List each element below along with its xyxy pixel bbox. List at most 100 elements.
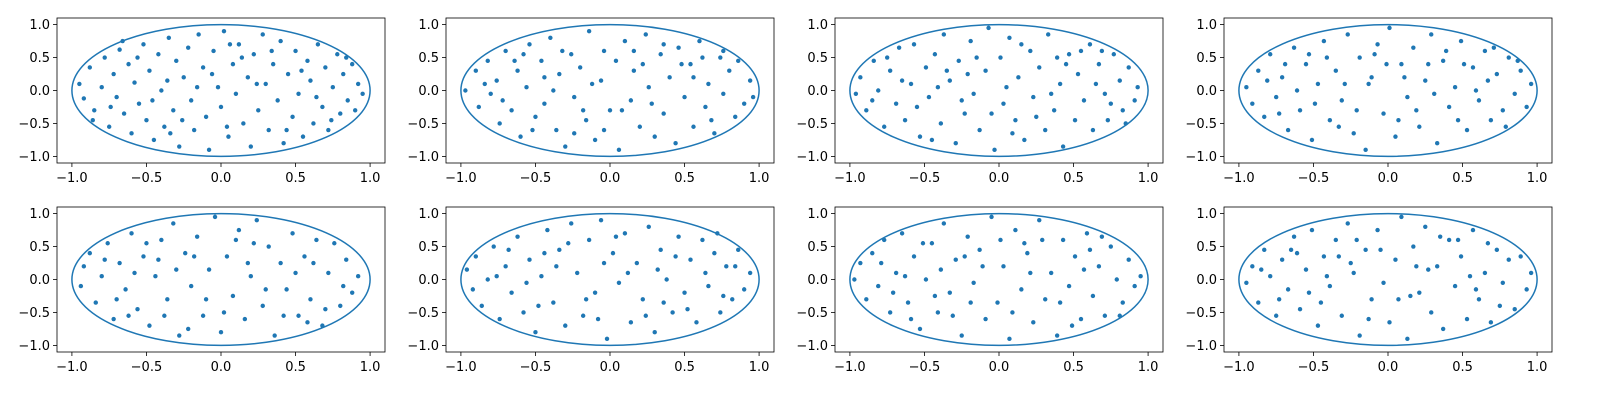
scatter-point bbox=[221, 310, 227, 315]
scatter-point bbox=[1132, 283, 1137, 289]
scatter-point bbox=[1306, 290, 1312, 295]
scatter-point bbox=[613, 58, 619, 64]
scatter-point bbox=[1500, 108, 1506, 113]
scatter-point bbox=[646, 224, 651, 229]
scatter-point bbox=[1357, 55, 1362, 60]
scatter-point bbox=[1090, 127, 1096, 133]
scatter-point bbox=[1099, 234, 1105, 239]
scatter-point bbox=[1528, 270, 1534, 276]
scatter-point bbox=[595, 316, 601, 322]
scatter-points bbox=[463, 28, 756, 153]
scatter-point bbox=[141, 254, 146, 259]
scatter-point bbox=[305, 320, 310, 325]
scatter-point bbox=[533, 114, 538, 120]
scatter-point bbox=[1111, 52, 1117, 57]
scatter-point bbox=[290, 231, 295, 236]
scatter-point bbox=[1046, 32, 1051, 37]
scatter-point bbox=[92, 108, 97, 113]
scatter-point bbox=[1276, 297, 1282, 302]
scatter-point bbox=[494, 78, 499, 83]
scatter-point bbox=[203, 297, 209, 302]
y-tick-label: −0.5 bbox=[407, 306, 439, 321]
x-tick-label: −1.0 bbox=[445, 171, 477, 186]
scatter-point bbox=[1303, 267, 1309, 272]
scatter-point bbox=[1408, 293, 1413, 299]
scatter-point bbox=[1321, 254, 1327, 259]
scatter-point bbox=[200, 65, 206, 70]
scatter-point bbox=[941, 32, 947, 37]
scatter-point bbox=[1273, 94, 1279, 100]
scatter-point bbox=[1342, 81, 1347, 87]
axes-frame bbox=[56, 206, 386, 353]
y-tick-label: 0.5 bbox=[807, 240, 828, 255]
scatter-point bbox=[589, 81, 595, 87]
scatter-point bbox=[941, 221, 947, 226]
scatter-point bbox=[266, 244, 271, 249]
scatter-point bbox=[1345, 32, 1350, 37]
y-tick-label: −0.5 bbox=[796, 117, 828, 132]
scatter-point bbox=[551, 88, 556, 93]
scatter-point bbox=[637, 124, 643, 129]
scatter-point bbox=[99, 274, 104, 279]
scatter-point bbox=[1473, 287, 1479, 292]
scatter-point bbox=[908, 316, 914, 322]
scatter-point bbox=[998, 237, 1003, 243]
scatter-point bbox=[1069, 323, 1075, 328]
scatter-point bbox=[1417, 290, 1422, 295]
scatter-point bbox=[1288, 247, 1294, 253]
scatter-point bbox=[485, 58, 490, 64]
scatter-point bbox=[281, 313, 286, 318]
y-tick-label: −1.0 bbox=[796, 339, 828, 354]
scatter-point bbox=[1072, 254, 1078, 259]
x-tick-label: −0.5 bbox=[909, 360, 941, 375]
scatter-point bbox=[548, 35, 553, 40]
scatter-point bbox=[1366, 316, 1371, 322]
scatter-point bbox=[191, 127, 197, 133]
scatter-point bbox=[619, 108, 625, 113]
x-tick-label: 0.5 bbox=[1452, 360, 1473, 375]
x-tick-label: −1.0 bbox=[1223, 171, 1255, 186]
scatter-point bbox=[93, 300, 98, 305]
scatter-point bbox=[296, 313, 301, 318]
scatter-point bbox=[1452, 85, 1458, 90]
scatter-point bbox=[871, 58, 876, 64]
scatter-point bbox=[1105, 117, 1111, 123]
scatter-point bbox=[338, 303, 343, 309]
scatter-point bbox=[1309, 227, 1315, 233]
scatter-point bbox=[494, 274, 499, 279]
scatter-point bbox=[652, 134, 657, 139]
scatter-point bbox=[932, 52, 938, 57]
scatter-point bbox=[1387, 320, 1392, 325]
scatter-point bbox=[260, 303, 265, 309]
y-tick-label: 0.5 bbox=[1196, 51, 1217, 66]
scatter-point bbox=[1037, 217, 1042, 223]
scatter-point bbox=[1464, 316, 1470, 322]
scatter-point bbox=[1476, 98, 1482, 103]
scatter-point bbox=[299, 68, 304, 73]
scatter-points bbox=[78, 214, 361, 338]
scatter-point bbox=[1262, 247, 1267, 253]
x-tick-label: −0.5 bbox=[131, 171, 163, 186]
scatter-point bbox=[1031, 94, 1036, 100]
scatter-point bbox=[296, 91, 301, 96]
scatter-point bbox=[563, 323, 568, 328]
x-tick-label: 1.0 bbox=[360, 171, 381, 186]
scatter-point bbox=[539, 58, 544, 64]
y-tick-label: −0.5 bbox=[18, 117, 50, 132]
scatter-point bbox=[1126, 257, 1131, 262]
scatter-point bbox=[1518, 254, 1523, 259]
scatter-point bbox=[607, 108, 613, 113]
scatter-point bbox=[905, 300, 911, 305]
scatter-point bbox=[81, 96, 87, 101]
scatter-point bbox=[536, 303, 541, 309]
scatter-point bbox=[586, 237, 592, 243]
scatter-point bbox=[730, 297, 735, 302]
scatter-point bbox=[1476, 297, 1482, 302]
scatter-point bbox=[270, 61, 276, 67]
scatter-point bbox=[344, 257, 349, 262]
scatter-point bbox=[1393, 257, 1398, 262]
scatter-point bbox=[750, 94, 756, 100]
scatter-point bbox=[1010, 131, 1015, 136]
scatter-point bbox=[715, 231, 720, 236]
scatter-point bbox=[509, 108, 514, 113]
